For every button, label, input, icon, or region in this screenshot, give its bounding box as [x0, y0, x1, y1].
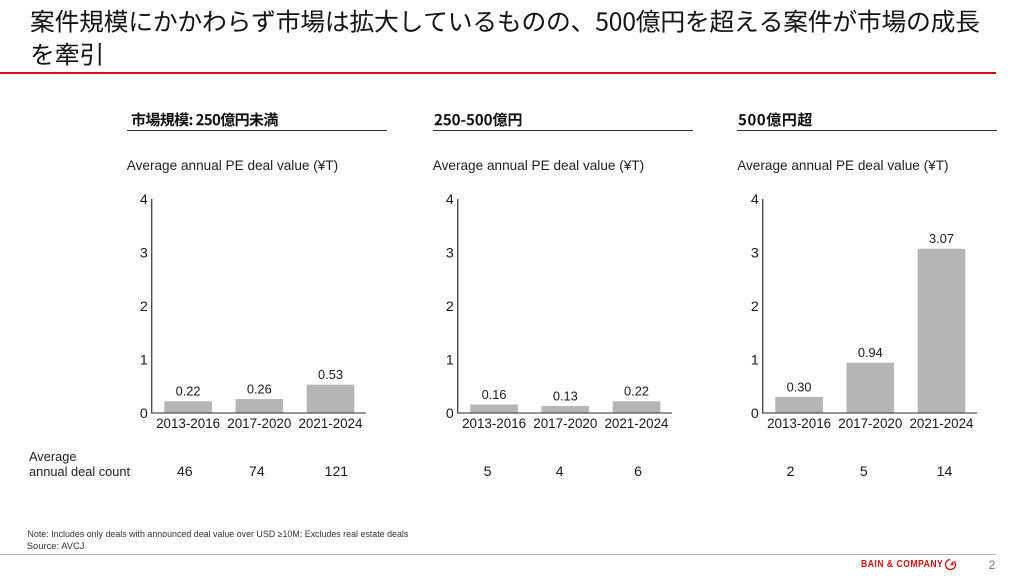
svg-text:4: 4: [140, 192, 148, 208]
svg-text:0.22: 0.22: [624, 384, 649, 399]
svg-text:2013-2016: 2013-2016: [156, 416, 220, 431]
svg-text:4: 4: [751, 192, 759, 208]
svg-text:3: 3: [446, 246, 454, 262]
svg-text:1: 1: [446, 353, 454, 369]
svg-text:2: 2: [140, 299, 148, 315]
svg-text:1: 1: [751, 353, 759, 369]
svg-text:0.26: 0.26: [247, 381, 272, 396]
svg-text:3: 3: [751, 246, 759, 262]
svg-text:3.07: 3.07: [929, 231, 954, 246]
svg-text:2021-2024: 2021-2024: [299, 416, 364, 431]
svg-text:0: 0: [446, 406, 454, 422]
svg-text:0.22: 0.22: [176, 384, 201, 399]
svg-text:2017-2020: 2017-2020: [534, 416, 598, 431]
svg-text:4: 4: [446, 192, 454, 208]
svg-text:0: 0: [751, 406, 759, 422]
svg-text:2017-2020: 2017-2020: [228, 416, 292, 431]
svg-text:3: 3: [140, 246, 148, 262]
svg-text:0: 0: [140, 406, 148, 422]
svg-text:0.94: 0.94: [858, 345, 883, 360]
svg-text:2013-2016: 2013-2016: [462, 416, 526, 431]
svg-text:2017-2020: 2017-2020: [838, 416, 902, 431]
svg-text:2013-2016: 2013-2016: [767, 416, 831, 431]
svg-text:0.53: 0.53: [318, 367, 343, 382]
svg-text:2021-2024: 2021-2024: [909, 416, 974, 431]
svg-text:0.30: 0.30: [786, 379, 811, 394]
svg-text:0.13: 0.13: [553, 388, 578, 403]
svg-text:1: 1: [140, 353, 148, 369]
svg-text:0.16: 0.16: [482, 387, 507, 402]
svg-text:2021-2024: 2021-2024: [605, 416, 670, 431]
svg-text:2: 2: [751, 299, 759, 315]
svg-text:2: 2: [446, 299, 454, 315]
